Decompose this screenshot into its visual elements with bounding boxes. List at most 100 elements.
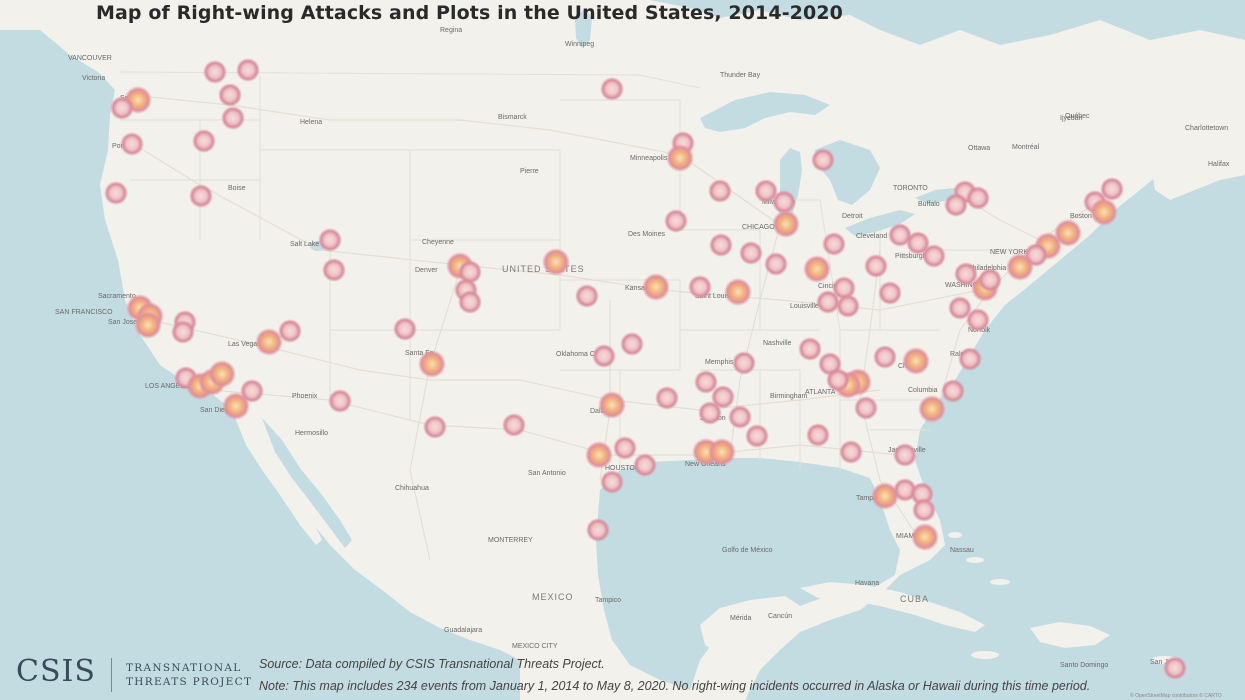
label-las-vegas: Las Vegas: [228, 341, 261, 348]
label-toronto: TORONTO: [893, 185, 928, 192]
label-cuba: CUBA: [900, 594, 929, 604]
incident-marker: [418, 350, 446, 378]
bahamas-3: [990, 579, 1010, 585]
label-mexico: MEXICO: [532, 592, 574, 602]
incident-marker: [585, 441, 613, 469]
incident-marker: [698, 401, 722, 425]
label-ijyeban: Ijyeban: [1060, 115, 1083, 122]
label-atlanta: ATLANTA: [805, 389, 836, 396]
incident-marker: [902, 347, 930, 375]
incident-marker: [236, 58, 260, 82]
label-united-states: UNITED STATES: [502, 264, 585, 274]
label-los-angeles: LOS ANGELES: [145, 383, 194, 390]
label-cheyenne: Cheyenne: [422, 239, 454, 246]
incident-marker: [912, 498, 936, 522]
incident-marker: [708, 179, 732, 203]
incident-marker: [806, 423, 830, 447]
label-guadalajara: Guadalajara: [444, 627, 482, 634]
incident-marker: [871, 482, 899, 510]
incident-marker: [966, 308, 990, 332]
label-bismarck: Bismarck: [498, 114, 527, 121]
incident-marker: [711, 385, 735, 409]
incident-marker: [218, 83, 242, 107]
label-cleveland: Cleveland: [856, 233, 887, 240]
label-chicago: CHICAGO: [742, 224, 775, 231]
label-sacramento: Sacramento: [98, 293, 136, 300]
incident-marker: [664, 209, 688, 233]
hispaniola: [1030, 622, 1110, 648]
incident-marker: [839, 440, 863, 464]
incident-marker: [666, 144, 694, 172]
incident-marker: [811, 148, 835, 172]
label-vancouver: VANCOUVER: [68, 55, 112, 62]
incident-marker: [592, 344, 616, 368]
incident-marker: [104, 181, 128, 205]
label-cancun: Cancún: [768, 613, 792, 620]
atlantic-ocean: [745, 140, 1245, 700]
incident-marker: [542, 248, 570, 276]
label-san-diego: San Diego: [200, 407, 233, 414]
yucatan: [700, 596, 800, 655]
label-buffalo: Buffalo: [918, 201, 940, 208]
org-name: TRANSNATIONAL THREATS PROJECT: [126, 661, 252, 689]
incident-marker: [966, 186, 990, 210]
label-santo-domingo: Santo Domingo: [1060, 662, 1108, 669]
incident-marker: [120, 132, 144, 156]
incident-marker: [318, 228, 342, 252]
incident-marker: [192, 129, 216, 153]
incident-marker: [922, 244, 946, 268]
incident-marker: [134, 311, 162, 339]
incident-marker: [694, 370, 718, 394]
source-note: Source: Data compiled by CSIS Transnatio…: [259, 657, 605, 671]
incident-marker: [944, 193, 968, 217]
incident-marker: [911, 523, 939, 551]
incident-marker: [739, 241, 763, 265]
label-tampa: Tampa: [856, 495, 877, 502]
label-victoria: Victoria: [82, 75, 105, 82]
incident-marker: [278, 319, 302, 343]
incident-marker: [906, 231, 930, 255]
incident-marker: [1163, 656, 1187, 680]
label-tampico: Tampico: [595, 597, 621, 604]
label-havana: Havana: [855, 580, 879, 587]
incident-marker: [189, 184, 213, 208]
incident-marker: [798, 337, 822, 361]
label-thunder-bay: Thunder Bay: [720, 72, 761, 79]
label-halifax: Halifax: [1208, 161, 1230, 168]
incident-marker: [941, 379, 965, 403]
incident-marker: [222, 392, 250, 420]
pacific-ocean: [0, 30, 520, 700]
label-mexico-city: MEXICO CITY: [512, 643, 558, 650]
csis-logo: CSIS: [16, 654, 96, 689]
incident-marker: [613, 436, 637, 460]
incident-marker: [764, 252, 788, 276]
incident-marker: [958, 347, 982, 371]
incident-marker: [822, 232, 846, 256]
page-title: Map of Right-wing Attacks and Plots in t…: [96, 2, 843, 24]
label-oklahoma-city: Oklahoma City: [556, 351, 602, 358]
incident-marker: [1100, 177, 1124, 201]
label-winnipeg: Winnipeg: [565, 41, 594, 48]
org-name-line2: THREATS PROJECT: [126, 676, 253, 688]
incident-marker: [918, 395, 946, 423]
incident-marker: [598, 391, 626, 419]
label-gulf-of-mexico: Golfo de México: [722, 547, 773, 554]
label-monterrey: MONTERREY: [488, 537, 533, 544]
label-phoenix: Phoenix: [292, 393, 318, 400]
lake-erie: [845, 210, 915, 236]
incident-marker: [978, 268, 1002, 292]
bahamas-2: [966, 557, 984, 563]
label-san-francisco: SAN FRANCISCO: [55, 309, 113, 316]
nova-scotia: [1150, 140, 1245, 200]
label-louisville: Louisville: [790, 303, 819, 310]
incident-marker: [203, 60, 227, 84]
label-boston: Boston: [1070, 213, 1092, 220]
label-miami: MIAMI: [896, 533, 916, 540]
incident-marker: [754, 179, 778, 203]
incident-marker: [954, 262, 978, 286]
incident-marker: [745, 424, 769, 448]
incident-marker: [948, 296, 972, 320]
label-des-moines: Des Moines: [628, 231, 665, 238]
label-san-jose: San Jose: [108, 319, 137, 326]
